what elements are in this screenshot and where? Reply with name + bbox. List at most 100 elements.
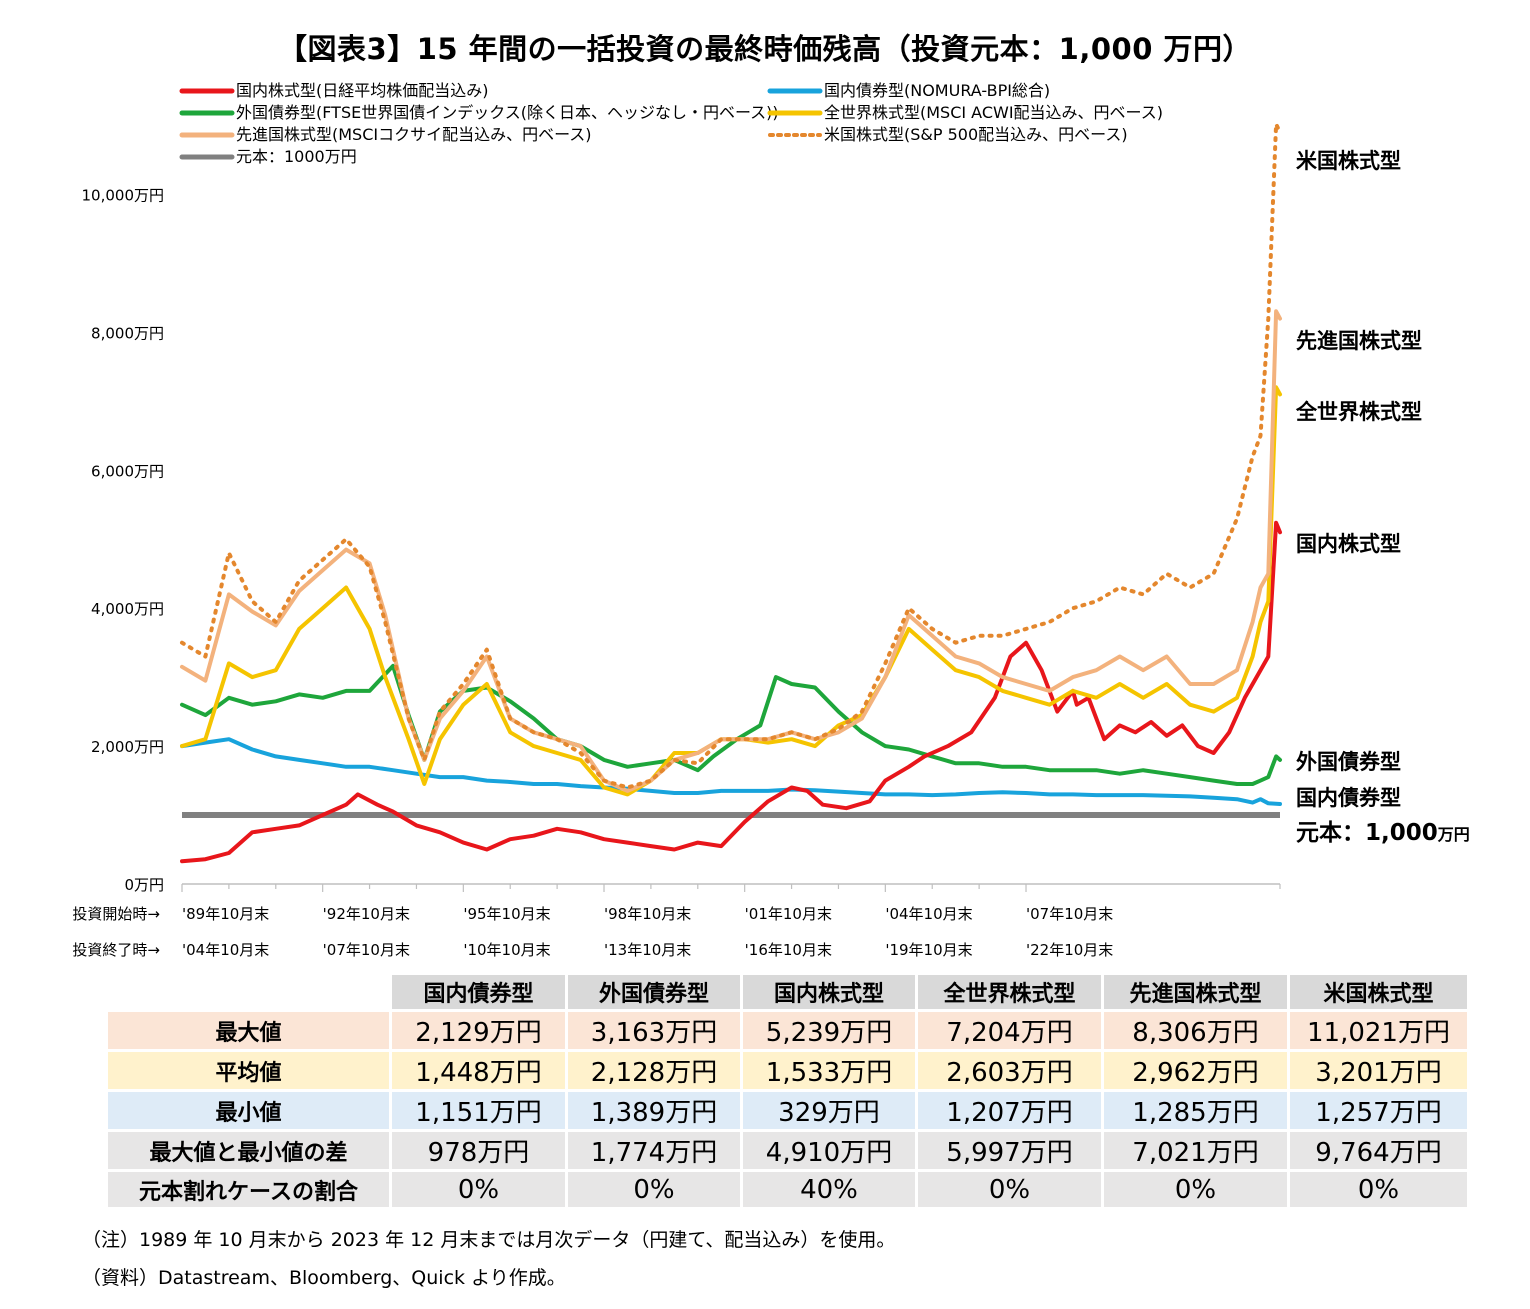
series-end-label: 元本：1,000万円	[1296, 820, 1470, 846]
legend-label: 国内株式型(日経平均株価配当込み)	[236, 81, 489, 100]
table-cell: 1,774万円	[568, 1132, 740, 1169]
table-cell: 1,285万円	[1104, 1092, 1287, 1129]
table-cell: 0%	[392, 1172, 565, 1207]
table-header-row: 国内債券型 外国債券型 国内株式型 全世界株式型 先進国株式型 米国株式型	[108, 975, 1467, 1009]
x-tick-label: '22年10月末	[1026, 941, 1113, 959]
legend-item: 国内株式型(日経平均株価配当込み)	[179, 81, 489, 100]
table-cell: 7,204万円	[918, 1012, 1101, 1049]
series-line	[180, 309, 1282, 793]
x-tick-label: '95年10月末	[463, 905, 550, 923]
col-header-domestic-bond: 国内債券型	[392, 975, 565, 1009]
legend-item: 米国株式型(S&P 500配当込み、円ベース)	[768, 125, 1128, 144]
table-row: 最小値 1,151万円 1,389万円 329万円 1,207万円 1,285万円 1,25…	[108, 1092, 1467, 1129]
legend-item: 先進国株式型(MSCIコクサイ配当込み、円ベース)	[179, 125, 592, 144]
table-cell: 5,239万円	[743, 1012, 915, 1049]
table-cell: 2,603万円	[918, 1052, 1101, 1089]
line-chart: 国内株式型(日経平均株価配当込み) 国内債券型(NOMURA-BPI総合) 外国債券…	[72, 81, 1470, 959]
table-cell: 5,997万円	[918, 1132, 1101, 1169]
row-label: 平均値	[108, 1052, 389, 1089]
stats-table: 国内債券型 外国債券型 国内株式型 全世界株式型 先進国株式型 米国株式型 最大…	[105, 972, 1470, 1210]
x-row-label: 投資終了時→	[72, 941, 160, 959]
series-line	[180, 520, 1282, 864]
plot-area	[180, 122, 1282, 864]
footnote: （注）1989 年 10 月末から 2023 年 12 月末までは月次データ（円…	[82, 1229, 896, 1251]
table-cell: 1,448万円	[392, 1052, 565, 1089]
legend-label: 元本：1000万円	[236, 147, 357, 166]
table-cell: 7,021万円	[1104, 1132, 1287, 1169]
legend-label: 国内債券型(NOMURA-BPI総合)	[824, 81, 1050, 100]
table-row: 元本割れケースの割合 0% 0% 40% 0% 0% 0%	[108, 1172, 1467, 1207]
table-cell: 0%	[1104, 1172, 1287, 1207]
col-header-domestic-equity: 国内株式型	[743, 975, 915, 1009]
x-axis: 投資開始時→ '89年10月末 '92年10月末 '95年10月末 '98年10月末 '0…	[72, 883, 1281, 959]
y-tick-label: 0万円	[124, 876, 164, 894]
legend-label: 外国債券型(FTSE世界国債インデックス(除く日本、ヘッジなし・円ベース))	[236, 103, 779, 122]
series-end-label: 先進国株式型	[1296, 329, 1422, 353]
x-tick-label: '10年10月末	[463, 941, 550, 959]
legend-item: 全世界株式型(MSCI ACWI配当込み、円ベース)	[767, 103, 1163, 122]
x-tick-label: '01年10月末	[745, 905, 832, 923]
table-cell: 1,207万円	[918, 1092, 1101, 1129]
series-end-label: 米国株式型	[1296, 149, 1401, 173]
table-cell: 0%	[1290, 1172, 1467, 1207]
table-row: 平均値 1,448万円 2,128万円 1,533万円 2,603万円 2,962万円 3,…	[108, 1052, 1467, 1089]
table-cell: 3,201万円	[1290, 1052, 1467, 1089]
col-header-developed-equity: 先進国株式型	[1104, 975, 1287, 1009]
x-tick-label: '04年10月末	[182, 941, 269, 959]
x-tick-label: '98年10月末	[604, 905, 691, 923]
x-tick-label: '16年10月末	[745, 941, 832, 959]
table-cell: 4,910万円	[743, 1132, 915, 1169]
col-header-global-equity: 全世界株式型	[918, 975, 1101, 1009]
table-cell: 0%	[568, 1172, 740, 1207]
y-axis: 0万円 2,000万円 4,000万円 6,000万円 8,000万円 10,000万円	[82, 186, 165, 894]
table-cell: 40%	[743, 1172, 915, 1207]
table-row: 最大値 2,129万円 3,163万円 5,239万円 7,204万円 8,306万円 11…	[108, 1012, 1467, 1049]
table-cell: 1,533万円	[743, 1052, 915, 1089]
series-end-label: 外国債券型	[1296, 750, 1401, 774]
table-cell: 8,306万円	[1104, 1012, 1287, 1049]
table-cell: 1,389万円	[568, 1092, 740, 1129]
legend-label: 先進国株式型(MSCIコクサイ配当込み、円ベース)	[236, 125, 592, 144]
x-tick-label: '89年10月末	[182, 905, 269, 923]
table-cell: 329万円	[743, 1092, 915, 1129]
source-note: （資料）Datastream、Bloomberg、Quick より作成。	[82, 1267, 566, 1289]
table-cell: 2,128万円	[568, 1052, 740, 1089]
table-cell: 2,129万円	[392, 1012, 565, 1049]
series-end-label: 全世界株式型	[1295, 400, 1422, 424]
legend-label: 米国株式型(S&P 500配当込み、円ベース)	[824, 125, 1128, 144]
col-header-us-equity: 米国株式型	[1290, 975, 1467, 1009]
x-tick-label: '07年10月末	[1026, 905, 1113, 923]
y-tick-label: 4,000万円	[91, 600, 164, 618]
row-label: 最小値	[108, 1092, 389, 1129]
legend-item: 国内債券型(NOMURA-BPI総合)	[767, 81, 1050, 100]
legend-label: 全世界株式型(MSCI ACWI配当込み、円ベース)	[824, 103, 1163, 122]
series-end-label: 国内債券型	[1296, 786, 1401, 810]
table-cell: 1,151万円	[392, 1092, 565, 1129]
legend-item: 外国債券型(FTSE世界国債インデックス(除く日本、ヘッジなし・円ベース))	[179, 103, 779, 122]
chart-title: 【図表3】15 年間の一括投資の最終時価残高（投資元本：1,000 万円）	[278, 32, 1252, 66]
table-corner	[108, 975, 389, 1009]
table-cell: 978万円	[392, 1132, 565, 1169]
x-tick-label: '19年10月末	[885, 941, 972, 959]
table-cell: 0%	[918, 1172, 1101, 1207]
col-header-foreign-bond: 外国債券型	[568, 975, 740, 1009]
row-label: 最大値と最小値の差	[108, 1132, 389, 1169]
table-cell: 11,021万円	[1290, 1012, 1467, 1049]
y-tick-label: 10,000万円	[82, 186, 165, 204]
x-row-label: 投資開始時→	[72, 905, 160, 923]
x-tick-label: '13年10月末	[604, 941, 691, 959]
table-cell: 9,764万円	[1290, 1132, 1467, 1169]
series-line	[180, 122, 1282, 790]
table-row: 最大値と最小値の差 978万円 1,774万円 4,910万円 5,997万円 7,021…	[108, 1132, 1467, 1169]
series-end-label: 国内株式型	[1296, 532, 1401, 556]
table-cell: 2,962万円	[1104, 1052, 1287, 1089]
end-labels: 米国株式型先進国株式型全世界株式型国内株式型外国債券型国内債券型元本：1,000…	[1295, 149, 1470, 846]
y-tick-label: 6,000万円	[91, 462, 164, 480]
y-tick-label: 2,000万円	[91, 738, 164, 756]
table-cell: 1,257万円	[1290, 1092, 1467, 1129]
row-label: 最大値	[108, 1012, 389, 1049]
legend: 国内株式型(日経平均株価配当込み) 国内債券型(NOMURA-BPI総合) 外国債券…	[179, 81, 1163, 166]
series-line	[180, 737, 1282, 806]
x-tick-label: '07年10月末	[323, 941, 410, 959]
legend-item: 元本：1000万円	[179, 147, 357, 166]
